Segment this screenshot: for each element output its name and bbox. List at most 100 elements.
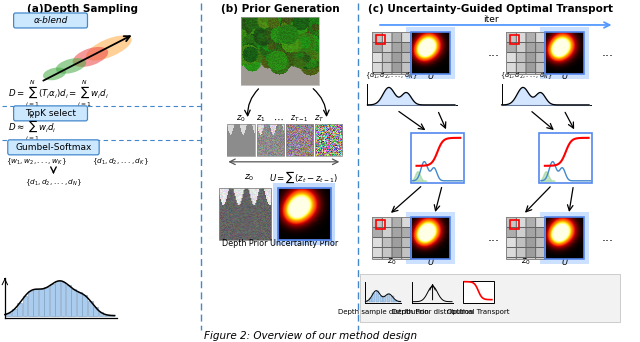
Text: $z_0$: $z_0$ bbox=[521, 256, 531, 267]
Bar bbox=[510, 35, 519, 44]
Text: ...: ... bbox=[488, 47, 500, 60]
Bar bbox=[369, 298, 372, 302]
Bar bbox=[540, 212, 589, 264]
Bar bbox=[257, 124, 284, 156]
Text: $U$: $U$ bbox=[561, 256, 569, 267]
Bar bbox=[390, 297, 394, 302]
Ellipse shape bbox=[56, 58, 86, 74]
Bar bbox=[17, 303, 22, 316]
Bar bbox=[72, 289, 76, 316]
Bar bbox=[411, 217, 450, 259]
Bar bbox=[6, 313, 11, 316]
Text: Uncertainty Prior: Uncertainty Prior bbox=[270, 239, 339, 248]
Bar bbox=[50, 284, 54, 316]
Text: $\{d_1,d_2,...,d_N\}$: $\{d_1,d_2,...,d_N\}$ bbox=[25, 177, 82, 188]
Bar bbox=[372, 292, 375, 302]
Bar bbox=[376, 220, 385, 229]
Text: $z_0$: $z_0$ bbox=[236, 114, 246, 124]
Bar bbox=[387, 294, 390, 302]
Text: ...: ... bbox=[602, 47, 614, 60]
Text: (a)Depth Sampling: (a)Depth Sampling bbox=[27, 4, 138, 14]
Bar bbox=[406, 212, 455, 264]
Bar bbox=[219, 188, 271, 240]
Bar bbox=[380, 296, 383, 302]
Bar bbox=[104, 315, 109, 316]
Bar bbox=[39, 289, 44, 316]
Bar bbox=[88, 301, 93, 316]
Text: Depth Prior: Depth Prior bbox=[222, 239, 268, 248]
Bar bbox=[360, 274, 620, 321]
Bar bbox=[93, 307, 98, 316]
Bar bbox=[22, 296, 28, 316]
Bar bbox=[286, 124, 313, 156]
Text: $U$: $U$ bbox=[427, 256, 435, 267]
Bar bbox=[372, 32, 411, 74]
Text: $z_{T-1}$: $z_{T-1}$ bbox=[290, 114, 308, 124]
Bar bbox=[506, 217, 545, 259]
Bar bbox=[411, 133, 464, 183]
Bar bbox=[28, 291, 33, 316]
FancyBboxPatch shape bbox=[8, 140, 99, 155]
Bar bbox=[506, 32, 545, 74]
Bar bbox=[77, 292, 82, 316]
Text: (b) Prior Generation: (b) Prior Generation bbox=[221, 4, 339, 14]
Ellipse shape bbox=[86, 36, 132, 61]
Text: $\{d_1,d_2,...,d_K\}$: $\{d_1,d_2,...,d_K\}$ bbox=[92, 157, 149, 167]
Text: Gumbel-Softmax: Gumbel-Softmax bbox=[15, 143, 92, 152]
Text: $\{d_1,d_2,...,d_N\}$: $\{d_1,d_2,...,d_N\}$ bbox=[365, 71, 418, 81]
Bar bbox=[83, 295, 87, 316]
Text: $\cdots$: $\cdots$ bbox=[273, 114, 284, 124]
Text: $U$: $U$ bbox=[561, 70, 569, 81]
Text: $z_0$: $z_0$ bbox=[387, 256, 397, 267]
Bar bbox=[44, 287, 49, 316]
Text: ...: ... bbox=[602, 231, 614, 244]
Ellipse shape bbox=[43, 68, 66, 80]
FancyBboxPatch shape bbox=[13, 13, 88, 28]
Bar bbox=[539, 133, 593, 183]
Bar bbox=[273, 183, 335, 245]
Bar bbox=[61, 281, 65, 316]
Text: α-blend: α-blend bbox=[33, 16, 68, 25]
Text: $U$: $U$ bbox=[427, 70, 435, 81]
Text: $U=\sum(z_t-z_{t-1})$: $U=\sum(z_t-z_{t-1})$ bbox=[269, 170, 338, 185]
Bar bbox=[376, 291, 379, 302]
Text: Depth sample distribution: Depth sample distribution bbox=[337, 308, 428, 315]
Bar bbox=[540, 27, 589, 79]
Ellipse shape bbox=[73, 47, 108, 67]
Bar bbox=[55, 281, 60, 316]
Bar bbox=[33, 289, 38, 316]
Bar bbox=[315, 124, 342, 156]
Bar bbox=[463, 281, 494, 303]
Text: ...: ... bbox=[488, 231, 500, 244]
Text: TopK select: TopK select bbox=[25, 109, 76, 118]
Text: $\{w_1,w_2,...,w_K\}$: $\{w_1,w_2,...,w_K\}$ bbox=[6, 157, 67, 167]
Text: $z_0$: $z_0$ bbox=[244, 173, 254, 183]
Text: $\{d_1,d_2,...,d_N\}$: $\{d_1,d_2,...,d_N\}$ bbox=[500, 71, 552, 81]
Bar bbox=[545, 217, 584, 259]
Bar bbox=[376, 35, 385, 44]
Text: Depth Prior distribution: Depth Prior distribution bbox=[392, 308, 474, 315]
Text: iter: iter bbox=[483, 15, 499, 25]
Text: $z_T$: $z_T$ bbox=[314, 114, 324, 124]
Bar bbox=[545, 32, 584, 74]
Text: $D\approx\sum_{i=1}^{K}w_id_i$: $D\approx\sum_{i=1}^{K}w_id_i$ bbox=[8, 113, 56, 143]
Text: $D=\sum_{i=1}^{N}(T_i\alpha_i)d_i=\sum_{i=1}^{N}w_id_i$: $D=\sum_{i=1}^{N}(T_i\alpha_i)d_i=\sum_{… bbox=[8, 79, 109, 109]
Bar bbox=[278, 188, 330, 240]
Bar bbox=[383, 296, 387, 302]
Bar bbox=[66, 285, 71, 316]
Bar bbox=[227, 124, 255, 156]
Bar bbox=[510, 220, 519, 229]
Text: Optimal Transport: Optimal Transport bbox=[447, 308, 509, 315]
Bar bbox=[241, 17, 319, 85]
Text: (c) Uncertainty-Guided Optimal Transport: (c) Uncertainty-Guided Optimal Transport bbox=[369, 4, 613, 14]
Bar bbox=[411, 32, 450, 74]
Bar bbox=[406, 27, 455, 79]
Bar bbox=[372, 217, 411, 259]
Text: $z_1$: $z_1$ bbox=[256, 114, 266, 124]
Bar bbox=[394, 300, 397, 302]
Text: Figure 2: Overview of our method design: Figure 2: Overview of our method design bbox=[205, 331, 418, 341]
Bar bbox=[12, 310, 17, 316]
Bar bbox=[99, 312, 104, 316]
FancyBboxPatch shape bbox=[13, 106, 88, 121]
Bar bbox=[365, 301, 368, 302]
